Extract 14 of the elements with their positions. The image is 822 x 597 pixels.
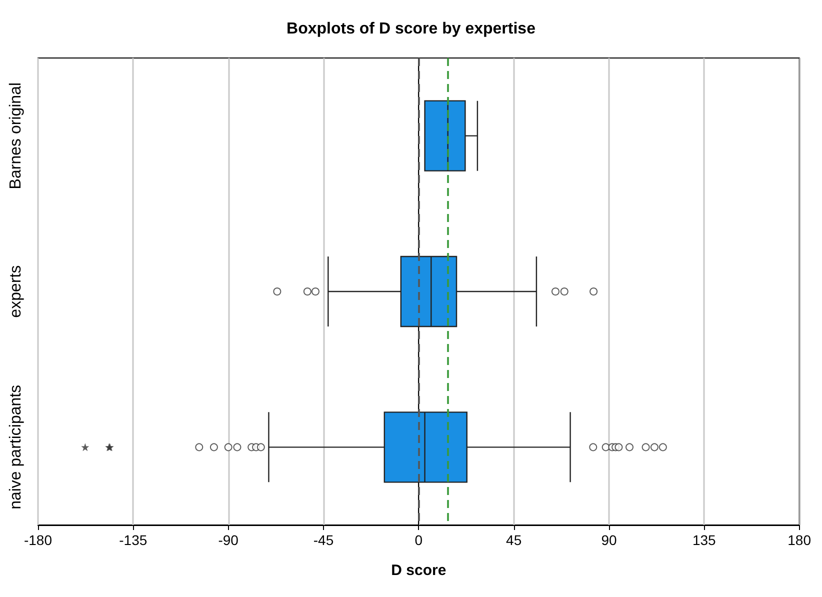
- x-tick-label: -90: [218, 532, 239, 548]
- y-tick-label: naive participants: [8, 384, 24, 510]
- y-tick-label: Barnes original: [8, 82, 24, 190]
- chart-title: Boxplots of D score by expertise: [286, 20, 536, 38]
- x-axis-title: D score: [391, 562, 446, 579]
- x-tick-label: -135: [119, 532, 148, 548]
- x-tick-label: 180: [788, 532, 812, 548]
- y-tick-label: experts: [8, 265, 24, 318]
- x-tick-label: 45: [506, 532, 522, 548]
- x-tick-label: -45: [313, 532, 334, 548]
- x-tick-label: -180: [24, 532, 52, 548]
- x-tick-label: 90: [601, 532, 617, 548]
- x-tick-label: 135: [692, 532, 716, 548]
- x-tick-label: 0: [414, 532, 423, 548]
